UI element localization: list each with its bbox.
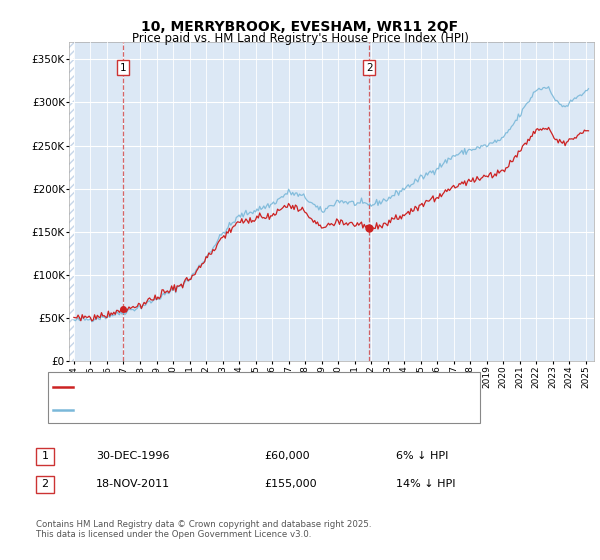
Bar: [69, 42, 74, 361]
Text: 2: 2: [366, 63, 373, 73]
Text: Contains HM Land Registry data © Crown copyright and database right 2025.
This d: Contains HM Land Registry data © Crown c…: [36, 520, 371, 539]
Text: 18-NOV-2011: 18-NOV-2011: [96, 479, 170, 489]
Text: £60,000: £60,000: [264, 451, 310, 461]
Text: 2: 2: [41, 479, 49, 489]
Text: HPI: Average price, semi-detached house, Wychavon: HPI: Average price, semi-detached house,…: [78, 405, 354, 415]
Text: £155,000: £155,000: [264, 479, 317, 489]
Text: 10, MERRYBROOK, EVESHAM, WR11 2QF: 10, MERRYBROOK, EVESHAM, WR11 2QF: [142, 20, 458, 34]
Text: 10, MERRYBROOK, EVESHAM, WR11 2QF (semi-detached house): 10, MERRYBROOK, EVESHAM, WR11 2QF (semi-…: [78, 381, 413, 391]
Text: 1: 1: [120, 63, 127, 73]
Bar: [69, 42, 74, 361]
Text: 6% ↓ HPI: 6% ↓ HPI: [396, 451, 448, 461]
Text: 14% ↓ HPI: 14% ↓ HPI: [396, 479, 455, 489]
Text: 1: 1: [41, 451, 49, 461]
Text: 30-DEC-1996: 30-DEC-1996: [96, 451, 170, 461]
Text: Price paid vs. HM Land Registry's House Price Index (HPI): Price paid vs. HM Land Registry's House …: [131, 32, 469, 45]
